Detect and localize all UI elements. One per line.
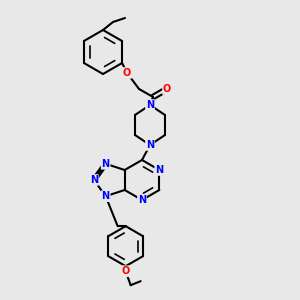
Text: N: N: [102, 191, 110, 201]
Text: N: N: [90, 175, 98, 185]
Text: N: N: [102, 159, 110, 169]
Text: N: N: [146, 100, 154, 110]
Text: N: N: [146, 140, 154, 150]
Text: N: N: [155, 165, 164, 175]
Text: O: O: [123, 68, 131, 78]
Text: N: N: [138, 195, 146, 205]
Text: O: O: [122, 266, 130, 276]
Text: O: O: [163, 84, 171, 94]
